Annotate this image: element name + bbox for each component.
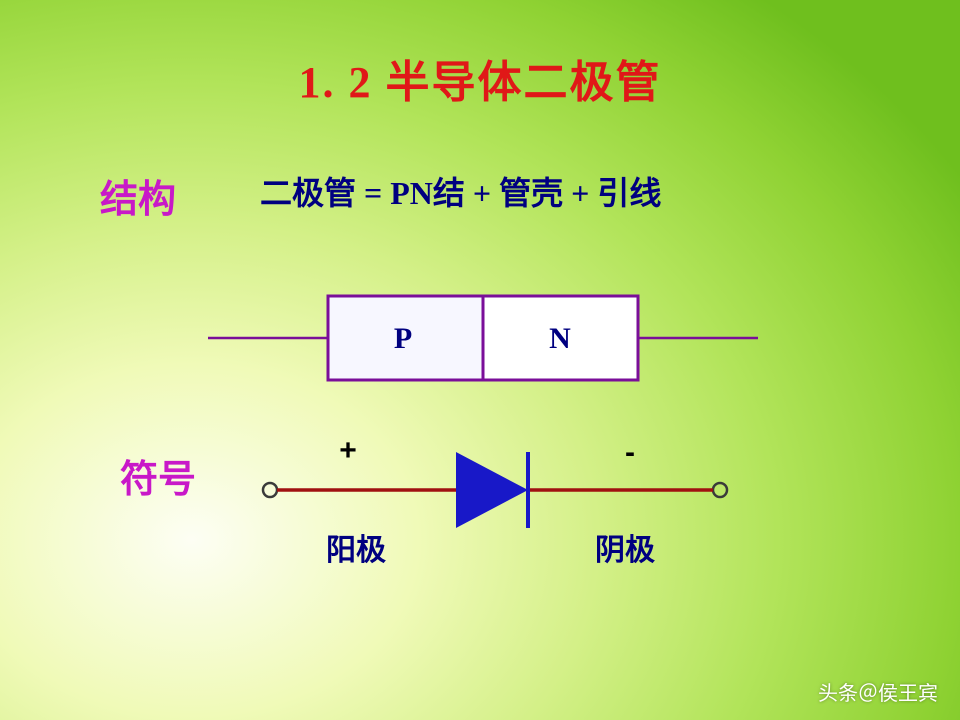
cathode-label: 阴极	[595, 534, 655, 567]
watermark: 头条＠侯王宾	[818, 677, 938, 706]
pn-n-label: N	[549, 322, 571, 355]
structure-equation: 二极管 = PN结 + 管壳 + 引线	[260, 168, 661, 214]
anode-label: 阳极	[326, 534, 386, 567]
plus-sign: +	[339, 434, 357, 467]
diode-triangle	[456, 452, 528, 528]
pn-junction-diagram: P N	[208, 288, 758, 388]
structure-label: 结构	[100, 168, 176, 223]
diode-symbol-diagram: + - 阳极 阴极	[260, 430, 740, 580]
symbol-label: 符号	[120, 448, 196, 503]
cathode-terminal	[713, 483, 727, 497]
minus-sign: -	[625, 436, 635, 469]
page-title: 1. 2 半导体二极管	[0, 46, 960, 110]
anode-terminal	[263, 483, 277, 497]
pn-p-label: P	[394, 322, 412, 355]
